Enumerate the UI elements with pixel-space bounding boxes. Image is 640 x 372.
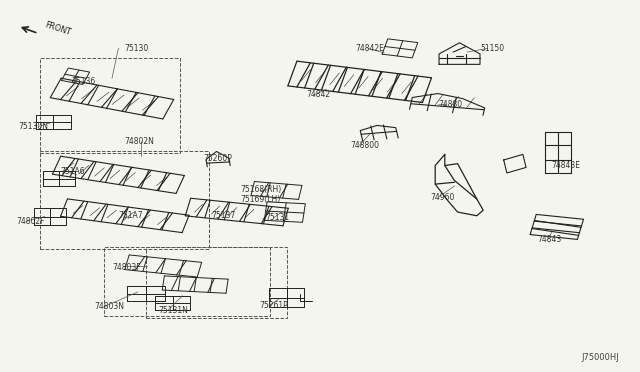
Text: 75260P: 75260P [204,154,232,163]
Text: 74803N: 74803N [95,302,125,311]
Text: FRONT: FRONT [44,20,72,38]
Text: 74802F: 74802F [16,217,45,226]
Text: 75261P: 75261P [259,301,288,310]
Text: 74843E: 74843E [552,161,580,170]
Text: 74960: 74960 [430,193,454,202]
Text: 75169(LH): 75169(LH) [240,195,280,203]
Text: 75168(RH): 75168(RH) [240,185,281,194]
Text: J75000HJ: J75000HJ [582,353,620,362]
Text: 74802N: 74802N [125,137,155,146]
Text: 51150: 51150 [480,44,504,53]
Bar [40,151,209,249]
Text: 75131: 75131 [266,213,290,222]
Text: 74842E: 74842E [355,44,384,53]
Text: 74843: 74843 [538,235,562,244]
Text: 75136: 75136 [72,77,96,86]
Bar [146,247,287,318]
Text: 75131N: 75131N [159,306,189,315]
Text: 74880: 74880 [438,100,463,109]
Bar [104,247,270,316]
Text: 75137: 75137 [211,211,236,220]
Text: 751A6: 751A6 [61,167,85,176]
Text: 751A7: 751A7 [118,211,143,220]
Text: 748800: 748800 [351,141,380,150]
Text: 74803F: 74803F [112,263,141,272]
Text: 75130N: 75130N [18,122,48,131]
Bar [40,58,180,153]
Text: 75130: 75130 [125,44,149,53]
Text: 74842: 74842 [306,90,330,99]
